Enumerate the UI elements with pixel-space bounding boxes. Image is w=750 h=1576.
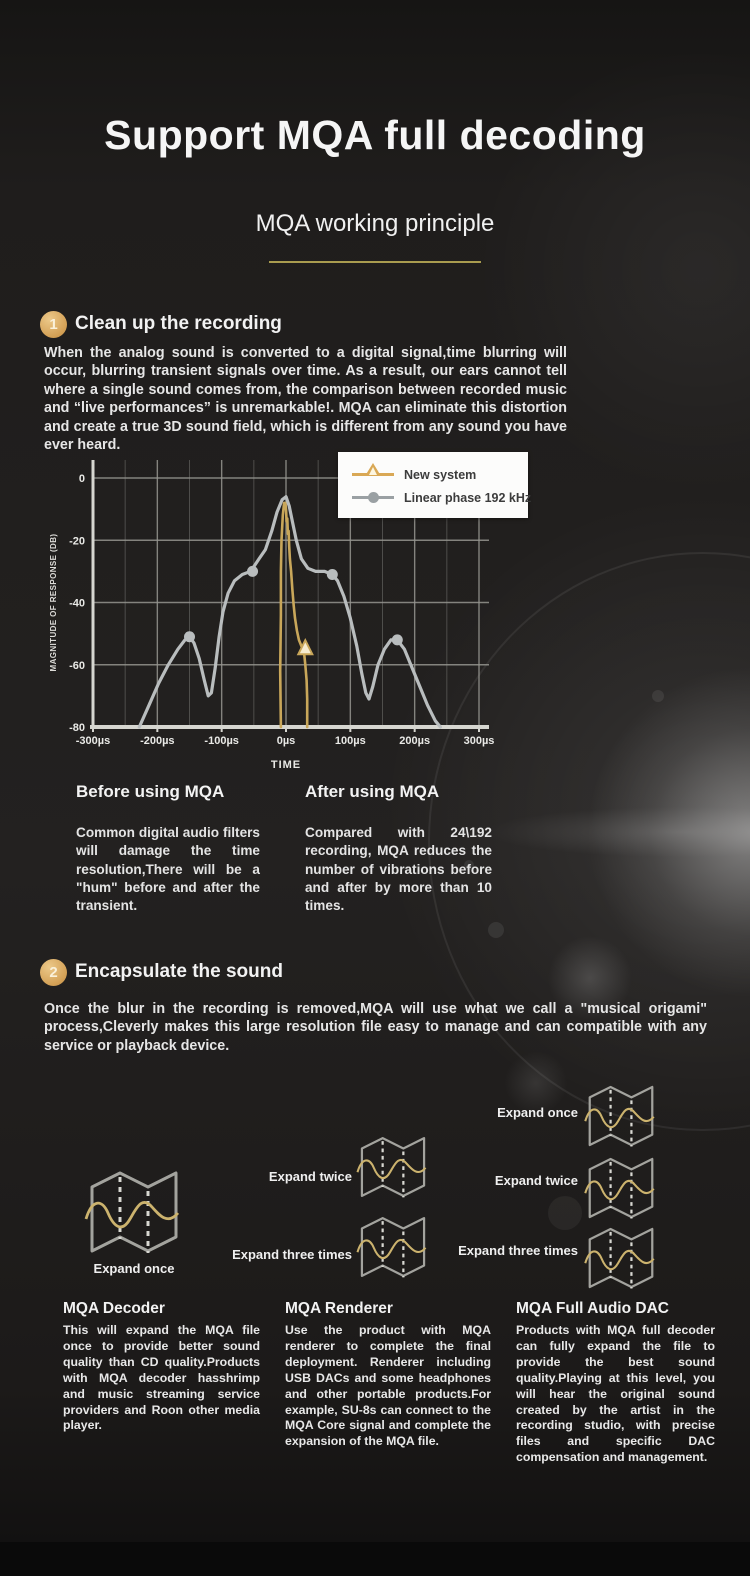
legend-entry-new-system: New system [352,463,518,486]
renderer-expand-twice-label: Expand twice [268,1169,352,1184]
mqa-renderer-heading: MQA Renderer [285,1300,393,1317]
svg-text:-300µs: -300µs [76,735,110,747]
page-title: Support MQA full decoding [104,112,646,158]
after-body: Compared with 24\192 recording, MQA redu… [305,825,492,914]
svg-text:0µs: 0µs [277,735,296,747]
legend-label: Linear phase 192 kHz [404,490,532,505]
svg-text:200µs: 200µs [399,735,430,747]
svg-text:-100µs: -100µs [204,735,238,747]
legend-label: New system [404,467,477,482]
svg-text:300µs: 300µs [464,735,495,747]
dac-expand-twice-label: Expand twice [494,1173,578,1188]
svg-text:-60: -60 [69,660,85,672]
bokeh-dot [652,690,664,702]
before-body: Common digital audio filters will damage… [76,825,260,914]
legend-entry-linear-phase: Linear phase 192 kHz [352,486,531,509]
svg-text:0: 0 [79,473,85,485]
svg-text:-80: -80 [69,722,85,734]
impulse-response-chart: -300µs -200µs -100µs 0µs 100µs 200µs 300µs 0 -20… [40,450,540,776]
section2-number-badge: 2 [40,959,67,986]
origami-expand-once-icon [582,1081,660,1151]
section1-number-badge: 1 [40,311,67,338]
mqa-full-dac-heading: MQA Full Audio DAC [516,1300,669,1317]
svg-text:TIME: TIME [271,759,301,771]
bokeh-dot [488,922,504,938]
origami-expand-twice-icon [356,1131,430,1203]
new-system-line-icon [352,463,394,476]
after-heading: After using MQA [305,782,440,801]
svg-text:MAGNITUDE OF RESPONSE (DB): MAGNITUDE OF RESPONSE (DB) [49,534,58,672]
before-after-comparison: Before using MQA Common digital audio fi… [76,782,492,915]
decoder-expand-label: Expand once [93,1261,175,1276]
before-heading: Before using MQA [76,782,225,801]
renderer-expand-three-label: Expand three times [232,1247,352,1262]
dac-expand-once-label: Expand once [497,1105,578,1120]
chart-legend: New system Linear phase 192 kHz [338,452,531,518]
section2-heading: Encapsulate the sound [75,961,283,982]
mqa-decoder-column: MQA Decoder This will expand the MQA fil… [63,1300,260,1466]
svg-text:-20: -20 [69,535,85,547]
dac-expand-three-label: Expand three times [458,1243,578,1258]
svg-text:100µs: 100µs [335,735,366,747]
origami-expand-twice-icon [582,1153,660,1223]
origami-expand-once-icon [84,1165,184,1259]
mqa-full-dac-body: Products with MQA full decoder can fully… [516,1323,715,1465]
mqa-full-dac-column: MQA Full Audio DAC Products with MQA ful… [516,1300,715,1466]
product-columns: MQA Decoder This will expand the MQA fil… [63,1300,715,1466]
page-subtitle: MQA working principle [255,210,495,237]
origami-expand-three-icon [582,1223,660,1293]
mqa-decoder-body: This will expand the MQA file once to pr… [63,1323,260,1433]
after-column: After using MQA Compared with 24\192 rec… [305,782,492,915]
origami-icon-cluster: Expand once Expand twice Expand three ti… [0,1065,750,1300]
bottom-black-bar [0,1542,750,1576]
svg-text:-200µs: -200µs [140,735,174,747]
mqa-decoder-heading: MQA Decoder [63,1300,165,1317]
mqa-renderer-body: Use the product with MQA renderer to com… [285,1323,491,1449]
triangle-marker-icon [365,463,381,476]
before-column: Before using MQA Common digital audio fi… [76,782,260,915]
svg-text:-40: -40 [69,598,85,610]
section1-heading: Clean up the recording [75,313,282,334]
circle-marker-icon [368,492,379,503]
section1-paragraph: When the analog sound is converted to a … [44,345,567,454]
mqa-renderer-column: MQA Renderer Use the product with MQA re… [285,1300,491,1466]
linear-phase-line-icon [352,492,394,503]
subtitle-divider [269,261,481,263]
section2-paragraph: Once the blur in the recording is remove… [44,1001,707,1054]
